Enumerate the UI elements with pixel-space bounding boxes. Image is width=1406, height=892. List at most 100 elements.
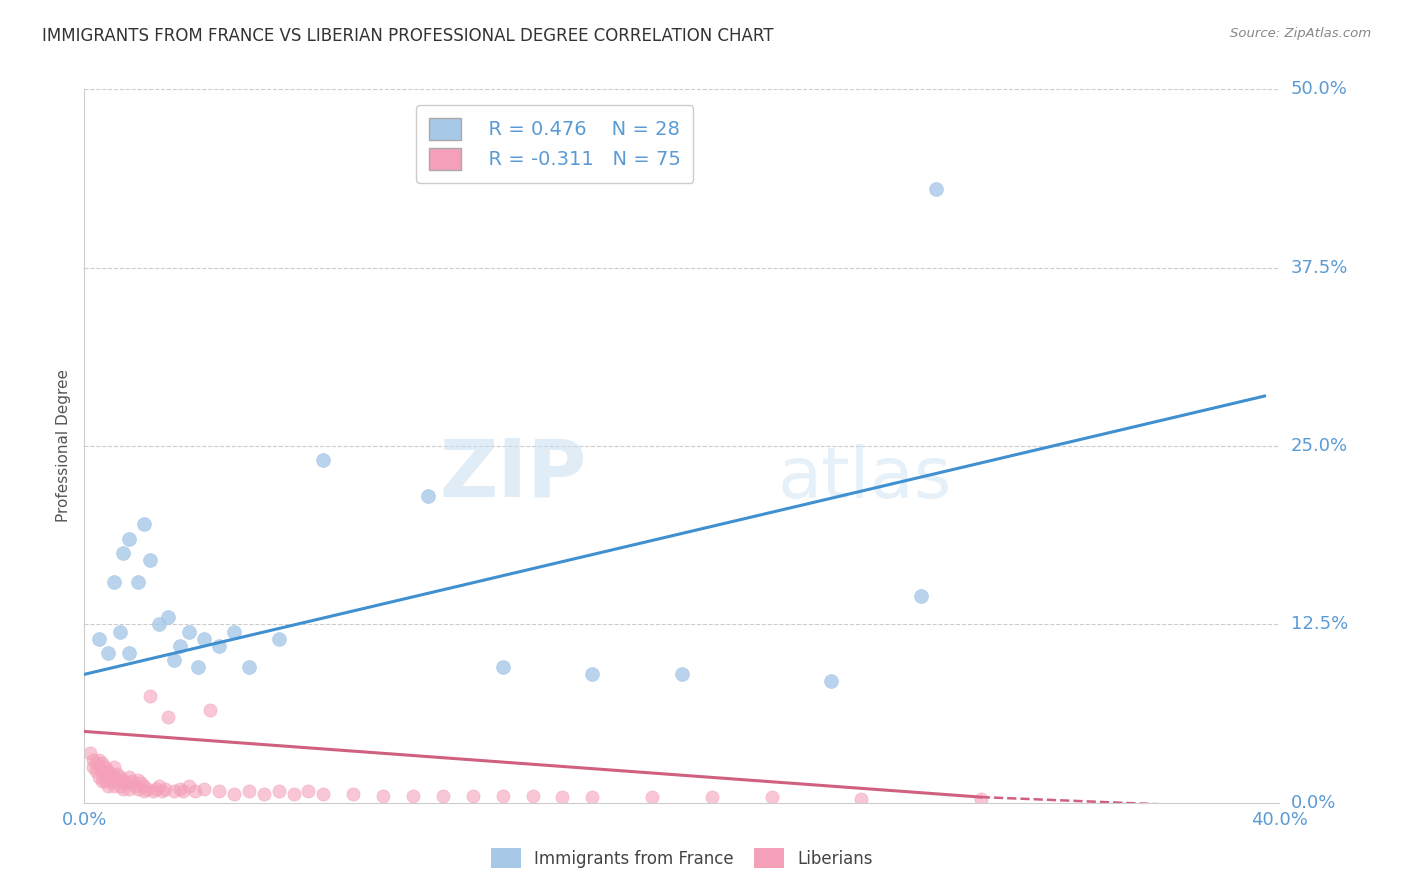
Text: 37.5%: 37.5%	[1291, 259, 1348, 277]
Point	[127, 772, 149, 787]
Point	[522, 789, 544, 803]
Point	[86, 764, 108, 779]
Point	[641, 790, 664, 805]
Text: 0.0%: 0.0%	[1291, 794, 1336, 812]
Point	[312, 787, 335, 801]
Point	[100, 767, 122, 781]
Point	[492, 660, 515, 674]
Point	[118, 532, 141, 546]
Point	[581, 667, 603, 681]
Point	[129, 776, 152, 790]
Text: Source: ZipAtlas.com: Source: ZipAtlas.com	[1230, 27, 1371, 40]
Point	[581, 790, 603, 805]
Point	[118, 781, 141, 796]
Point	[115, 776, 138, 790]
Legend: Immigrants from France, Liberians: Immigrants from France, Liberians	[482, 839, 882, 877]
Point	[86, 756, 108, 770]
Point	[157, 610, 180, 624]
Point	[105, 774, 128, 789]
Point	[193, 781, 215, 796]
Point	[371, 789, 394, 803]
Point	[970, 791, 993, 805]
Point	[118, 646, 141, 660]
Point	[112, 772, 135, 787]
Point	[342, 787, 364, 801]
Point	[461, 789, 484, 803]
Point	[94, 760, 117, 774]
Point	[127, 781, 149, 796]
Text: IMMIGRANTS FROM FRANCE VS LIBERIAN PROFESSIONAL DEGREE CORRELATION CHART: IMMIGRANTS FROM FRANCE VS LIBERIAN PROFE…	[42, 27, 773, 45]
Point	[432, 789, 454, 803]
Point	[761, 790, 783, 805]
Point	[132, 779, 156, 793]
Point	[700, 790, 723, 805]
Text: 50.0%: 50.0%	[1291, 80, 1347, 98]
Point	[925, 182, 948, 196]
Point	[402, 789, 425, 803]
Point	[551, 790, 574, 805]
Point	[253, 787, 276, 801]
Point	[187, 660, 209, 674]
Point	[103, 760, 125, 774]
Point	[103, 770, 125, 784]
Y-axis label: Professional Degree: Professional Degree	[56, 369, 72, 523]
Point	[97, 770, 120, 784]
Point	[169, 639, 191, 653]
Point	[110, 624, 132, 639]
Point	[142, 784, 165, 798]
Point	[267, 784, 290, 798]
Point	[283, 787, 305, 801]
Point	[177, 624, 200, 639]
Point	[110, 770, 132, 784]
Point	[820, 674, 842, 689]
Text: atlas: atlas	[778, 443, 952, 513]
Point	[89, 770, 111, 784]
Point	[169, 781, 191, 796]
Point	[193, 632, 215, 646]
Point	[148, 779, 170, 793]
Point	[127, 574, 149, 589]
Point	[238, 660, 260, 674]
Point	[910, 589, 932, 603]
Point	[139, 553, 162, 567]
Point	[100, 774, 122, 789]
Text: 25.0%: 25.0%	[1291, 437, 1348, 455]
Point	[136, 781, 159, 796]
Point	[91, 774, 114, 789]
Point	[97, 646, 120, 660]
Text: 12.5%: 12.5%	[1291, 615, 1348, 633]
Point	[416, 489, 439, 503]
Point	[103, 574, 125, 589]
Point	[112, 781, 135, 796]
Text: ZIP: ZIP	[439, 435, 586, 514]
Point	[105, 767, 128, 781]
Point	[110, 779, 132, 793]
Point	[145, 781, 167, 796]
Point	[198, 703, 221, 717]
Point	[208, 639, 231, 653]
Point	[89, 753, 111, 767]
Point	[79, 746, 101, 760]
Point	[849, 791, 872, 805]
Point	[91, 764, 114, 779]
Point	[177, 779, 200, 793]
Point	[267, 632, 290, 646]
Point	[222, 624, 245, 639]
Point	[208, 784, 231, 798]
Point	[150, 784, 173, 798]
Point	[112, 546, 135, 560]
Point	[103, 779, 125, 793]
Point	[94, 774, 117, 789]
Point	[82, 753, 104, 767]
Point	[148, 617, 170, 632]
Point	[492, 789, 515, 803]
Point	[118, 770, 141, 784]
Point	[297, 784, 319, 798]
Point	[184, 784, 207, 798]
Point	[97, 779, 120, 793]
Point	[91, 756, 114, 770]
Point	[82, 760, 104, 774]
Point	[157, 710, 180, 724]
Point	[312, 453, 335, 467]
Point	[671, 667, 693, 681]
